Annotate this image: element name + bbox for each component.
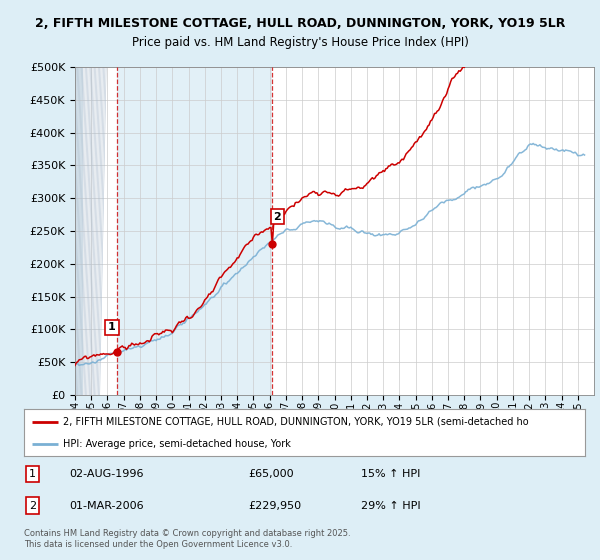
- Text: £65,000: £65,000: [248, 469, 294, 479]
- Bar: [117, 67, 272, 395]
- Text: 1: 1: [29, 469, 36, 479]
- Text: 02-AUG-1996: 02-AUG-1996: [69, 469, 143, 479]
- Bar: [75, 67, 83, 395]
- Text: 01-MAR-2006: 01-MAR-2006: [69, 501, 143, 511]
- Text: 2, FIFTH MILESTONE COTTAGE, HULL ROAD, DUNNINGTON, YORK, YO19 5LR: 2, FIFTH MILESTONE COTTAGE, HULL ROAD, D…: [35, 17, 565, 30]
- Text: 15% ↑ HPI: 15% ↑ HPI: [361, 469, 420, 479]
- Text: Price paid vs. HM Land Registry's House Price Index (HPI): Price paid vs. HM Land Registry's House …: [131, 36, 469, 49]
- Text: 2: 2: [274, 212, 281, 222]
- Text: 29% ↑ HPI: 29% ↑ HPI: [361, 501, 420, 511]
- Text: 1: 1: [108, 323, 116, 332]
- Text: 2, FIFTH MILESTONE COTTAGE, HULL ROAD, DUNNINGTON, YORK, YO19 5LR (semi-detached: 2, FIFTH MILESTONE COTTAGE, HULL ROAD, D…: [63, 417, 529, 427]
- Text: HPI: Average price, semi-detached house, York: HPI: Average price, semi-detached house,…: [63, 438, 291, 449]
- Text: 2: 2: [29, 501, 36, 511]
- Text: £229,950: £229,950: [248, 501, 302, 511]
- Text: Contains HM Land Registry data © Crown copyright and database right 2025.
This d: Contains HM Land Registry data © Crown c…: [24, 529, 350, 549]
